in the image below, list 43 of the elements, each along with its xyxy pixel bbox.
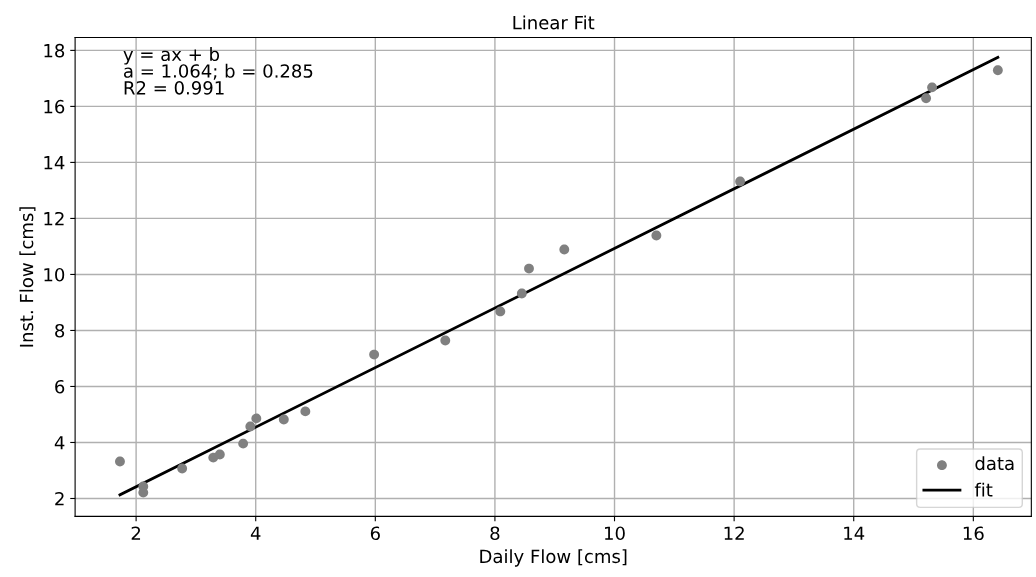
x-tick-label: 14: [844, 526, 865, 540]
point: [516, 288, 527, 299]
point: [559, 244, 570, 255]
point: [495, 306, 506, 317]
point: [921, 93, 931, 104]
y-tick-label: 16: [44, 99, 65, 114]
x-tick-label: 8: [490, 526, 500, 541]
y-tick-label: 2: [55, 491, 64, 506]
legend-label: fit: [974, 482, 993, 497]
point: [300, 406, 311, 417]
y-tick-label: 4: [54, 436, 65, 450]
y-tick-label: 8: [55, 323, 65, 338]
point: [278, 414, 289, 425]
chart-title: Linear Fit: [513, 15, 595, 30]
legend-label: data: [975, 456, 1014, 471]
point: [177, 463, 188, 474]
y-tick-label: 18: [44, 43, 65, 58]
y-tick-label: 6: [55, 379, 65, 394]
point: [927, 82, 937, 93]
point: [214, 449, 225, 460]
y-tick-label: 14: [44, 156, 65, 170]
y-axis-title: Inst. Flow [cms]: [19, 207, 36, 347]
point: [115, 456, 125, 467]
point: [651, 230, 662, 241]
x-tick-label: 16: [963, 526, 984, 541]
x-tick-label: 10: [605, 526, 625, 541]
x-tick-label: 2: [131, 526, 141, 540]
y-tick-label: 12: [44, 211, 64, 226]
x-axis-title: Daily Flow [cms]: [480, 549, 627, 567]
point: [992, 65, 1003, 76]
annotation: R2 = 0.991: [124, 80, 224, 95]
x-tick-label: 12: [724, 526, 744, 540]
point: [440, 335, 451, 346]
point: [735, 176, 746, 187]
point: [245, 421, 256, 432]
point: [238, 438, 249, 449]
x-tick-label: 6: [370, 526, 380, 541]
x-tick-label: 4: [250, 526, 261, 540]
point: [369, 349, 380, 360]
point: [251, 413, 262, 424]
y-tick-label: 10: [44, 267, 65, 282]
annotation: y = ax + b: [123, 47, 220, 65]
point: [524, 263, 534, 274]
